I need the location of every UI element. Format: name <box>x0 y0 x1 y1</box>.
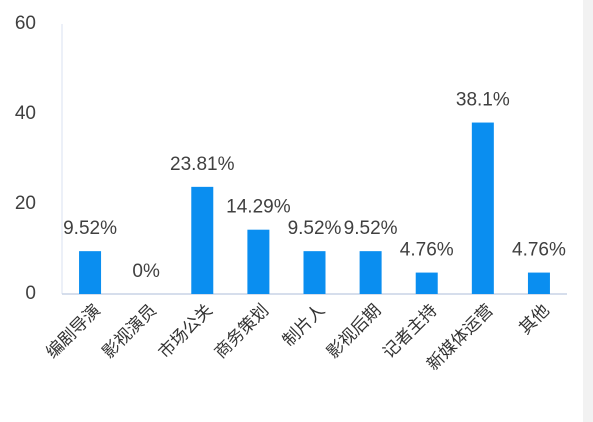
bar <box>79 251 102 294</box>
value-label: 9.52% <box>63 218 117 239</box>
value-label: 4.76% <box>400 240 454 261</box>
bar <box>359 251 382 294</box>
value-label: 14.29% <box>226 197 291 218</box>
y-tick-label: 20 <box>15 193 36 214</box>
bar <box>303 251 326 294</box>
value-label: 4.76% <box>512 240 566 261</box>
bar <box>471 122 494 294</box>
side-strip <box>583 0 593 422</box>
value-label: 23.81% <box>170 154 235 175</box>
y-tick-label: 60 <box>15 13 36 34</box>
value-label: 38.1% <box>456 90 510 111</box>
bar <box>527 272 550 294</box>
value-label: 9.52% <box>344 218 398 239</box>
y-tick-label: 40 <box>15 103 36 124</box>
value-label: 0% <box>132 261 160 282</box>
bar <box>191 186 214 294</box>
value-label: 9.52% <box>288 218 342 239</box>
bar <box>415 272 438 294</box>
bar <box>247 229 270 294</box>
y-tick-label: 0 <box>25 283 36 304</box>
